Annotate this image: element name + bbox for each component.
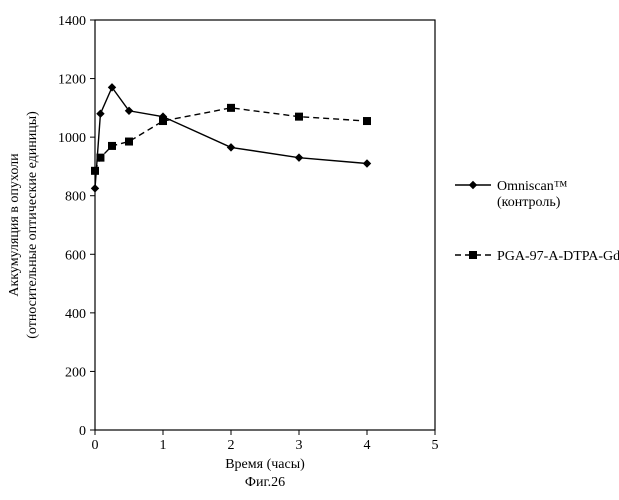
chart-container: 0 200 400 600 800 1000 1200 1400 0 1 2 3 4 5 Время (ча…	[0, 0, 619, 500]
y-tick-label: 0	[79, 424, 86, 439]
x-tick-label: 5	[432, 438, 439, 453]
legend-marker-pga	[470, 252, 477, 259]
y-tick-label: 800	[65, 190, 86, 205]
figure-caption: Фиг.26	[245, 475, 285, 490]
y-tick-label: 600	[65, 248, 86, 263]
y-axis-label: Аккумуляция в опухоли	[7, 153, 22, 297]
marker-pga	[160, 118, 167, 125]
x-tick-label: 0	[92, 438, 99, 453]
legend-sublabel-omniscan: (контроль)	[497, 195, 561, 210]
x-axis-label: Время (часы)	[225, 457, 305, 472]
x-tick-label: 3	[296, 438, 303, 453]
marker-pga	[364, 118, 371, 125]
legend-label-pga: PGA-97-A-DTPA-Gd(III)	[497, 249, 619, 264]
marker-pga	[97, 154, 104, 161]
y-tick-label: 200	[65, 365, 86, 380]
y-tick-label: 1000	[58, 131, 86, 146]
legend-label-omniscan: Omniscan™	[497, 179, 568, 194]
marker-pga	[126, 138, 133, 145]
y-tick-label: 1200	[58, 73, 86, 88]
marker-pga	[109, 142, 116, 149]
x-tick-label: 4	[364, 438, 371, 453]
y-tick-label: 1400	[58, 14, 86, 29]
x-tick-label: 1	[160, 438, 167, 453]
x-tick-label: 2	[228, 438, 235, 453]
y-axis-sublabel: (относительные оптические единицы)	[25, 111, 40, 339]
marker-pga	[296, 113, 303, 120]
marker-pga	[228, 104, 235, 111]
y-tick-label: 400	[65, 307, 86, 322]
marker-pga	[92, 167, 99, 174]
